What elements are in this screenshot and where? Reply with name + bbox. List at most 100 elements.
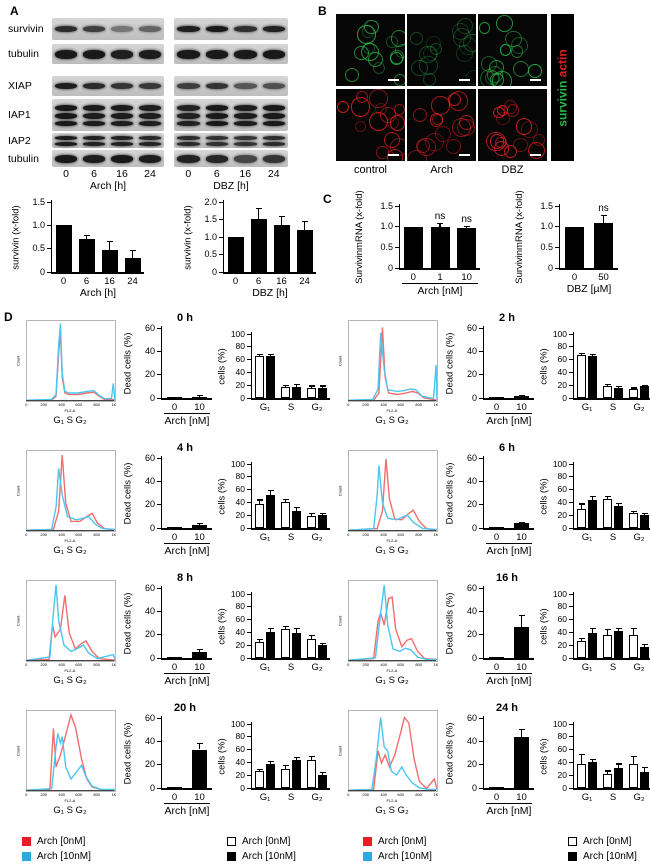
category-label: 0 (493, 661, 500, 673)
flow-histogram (348, 450, 438, 532)
category-label: S (287, 791, 295, 803)
histogram-curve-cyan (27, 323, 115, 400)
blot-group-label: Arch [h] (89, 180, 127, 192)
histogram-x-tick: 600 (393, 661, 409, 667)
lane-label: 0 (63, 168, 69, 180)
histogram-curves (27, 711, 115, 791)
histogram-x-tick: 800 (88, 531, 104, 537)
x-axis (250, 528, 330, 530)
error-cap (615, 763, 622, 765)
blot-strip (52, 76, 164, 96)
error-cap (615, 386, 622, 388)
histogram-x-tick: 600 (393, 791, 409, 797)
y-axis (160, 326, 162, 400)
blot-band (55, 135, 77, 140)
category-label: 10 (461, 271, 472, 283)
blot-band (139, 120, 161, 126)
category-label: 10 (516, 661, 527, 673)
histogram-curve-red (27, 331, 115, 401)
x-axis-label: DBZ [h] (252, 287, 288, 299)
blot-band (234, 104, 257, 111)
blot-band (262, 120, 285, 126)
histogram-x-tick: 0 (18, 661, 34, 667)
y-axis (160, 586, 162, 660)
blot-row-label: IAP2 (8, 134, 31, 147)
bar-filled (614, 505, 623, 528)
bar-filled (318, 387, 327, 398)
y-tick-label: 0.5 (204, 249, 217, 259)
histogram-x-tick: 400 (375, 791, 391, 797)
histogram-x-label: FL2-A (55, 537, 85, 543)
blot-band (205, 112, 228, 119)
y-tick (568, 371, 573, 374)
y-tick-label: 80 (557, 471, 567, 482)
timepoint-title: 2 h (499, 312, 515, 324)
y-tick (46, 248, 51, 250)
category-label: 10 (516, 531, 527, 543)
error-bar (269, 628, 272, 633)
bar-filled (640, 772, 649, 788)
y-tick-label: 60 (235, 614, 245, 625)
error-bar (321, 643, 324, 646)
category-label: G₁ (581, 401, 593, 413)
y-tick-label: 60 (235, 484, 245, 495)
histogram-curve-red (349, 717, 437, 790)
y-tick (246, 619, 251, 621)
bar-filled (614, 768, 623, 788)
blot-band (83, 112, 105, 119)
category-label: S (287, 531, 295, 543)
y-tick (246, 476, 251, 478)
histogram-x-tick-label: 1K (433, 401, 439, 407)
y-tick (246, 631, 251, 634)
legend-swatch (568, 852, 577, 861)
bar-filled (318, 515, 327, 528)
phase-label: G₁ S G₂ (375, 545, 409, 556)
histogram-x-tick: 1K (428, 531, 444, 537)
bar-open (629, 763, 638, 788)
bar-filled (192, 396, 207, 398)
blot-band (111, 154, 133, 163)
actin-side-label: actin (555, 48, 570, 77)
category-label: 0 (493, 531, 500, 543)
y-tick-label: 60 (144, 712, 155, 723)
y-tick-label: 60 (557, 354, 567, 365)
error-bar (295, 757, 298, 761)
cell-ring (411, 60, 428, 77)
blot-band (234, 135, 257, 140)
y-tick (568, 657, 573, 659)
y-tick (568, 384, 573, 386)
error-cap (196, 395, 203, 397)
blot-band (177, 120, 200, 126)
category-label: 6 (255, 275, 262, 287)
survivin-side-label: survivin (555, 80, 570, 127)
y-tick (568, 761, 573, 764)
y-tick-label: 80 (557, 341, 567, 352)
error-cap (196, 742, 203, 744)
error-bar (580, 504, 583, 509)
y-tick (478, 480, 483, 483)
blot-band (234, 49, 257, 59)
ns-annotation: ns (434, 211, 446, 223)
y-axis-label: cells (%) (216, 347, 227, 385)
histogram-x-tick: 1K (106, 401, 122, 407)
category-underline (402, 283, 478, 285)
y-tick-label: 60 (466, 712, 477, 723)
y-tick-label: 0 (149, 652, 155, 663)
timepoint-title: 8 h (177, 572, 193, 584)
error-bar (591, 759, 594, 762)
y-tick-label: 40 (466, 345, 477, 356)
histogram-baseline (26, 660, 114, 661)
x-axis (572, 398, 650, 400)
cell-ring (355, 91, 368, 104)
y-tick-label: 0 (471, 782, 477, 793)
bar-filled (489, 397, 504, 398)
histogram-x-tick: 0 (340, 401, 356, 407)
y-axis-label: cells (%) (538, 737, 549, 775)
y-tick (156, 457, 161, 459)
error-cap (578, 753, 585, 755)
histogram-x-tick: 600 (393, 531, 409, 537)
histogram-x-tick-label: 800 (93, 661, 100, 667)
error-bar (580, 638, 583, 641)
y-tick (246, 501, 251, 504)
bar-filled (192, 749, 207, 788)
